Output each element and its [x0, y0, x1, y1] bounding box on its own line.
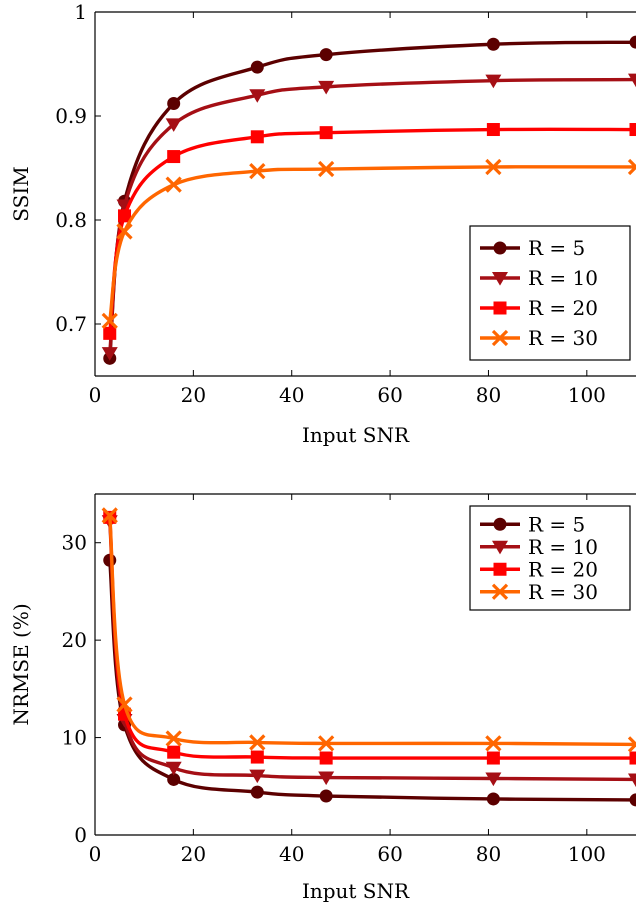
legend-marker — [492, 272, 508, 286]
data-point — [628, 773, 636, 788]
data-point — [249, 89, 266, 103]
data-point — [249, 769, 266, 784]
x-tick-label: 40 — [279, 842, 304, 866]
x-axis-title: Input SNR — [302, 423, 410, 447]
legend-label: R = 20 — [528, 296, 598, 320]
data-point — [249, 162, 266, 180]
x-tick-label: 100 — [568, 383, 606, 407]
y-tick-label: 0 — [74, 823, 87, 847]
data-point — [101, 507, 118, 524]
legend: R = 5 R = 10 R = 20 R = 30 — [469, 225, 631, 361]
legend-label: R = 30 — [528, 580, 598, 604]
x-tick-label: 0 — [89, 842, 102, 866]
data-point — [485, 735, 502, 752]
data-point — [318, 160, 335, 178]
x-tick-label: 80 — [476, 383, 501, 407]
data-point — [167, 745, 181, 759]
data-point — [167, 150, 181, 164]
data-point — [486, 123, 500, 137]
legend-marker — [493, 241, 507, 255]
data-point — [629, 751, 636, 765]
data-point — [165, 118, 182, 132]
data-point — [103, 326, 117, 340]
x-tick-label: 60 — [377, 842, 402, 866]
y-tick-label: 30 — [62, 531, 87, 555]
x-tick-label: 60 — [377, 383, 402, 407]
data-point — [249, 734, 266, 751]
legend-label: R = 30 — [528, 326, 598, 350]
data-point — [167, 97, 181, 111]
data-point — [165, 176, 182, 193]
data-point — [250, 785, 264, 799]
data-point — [485, 772, 502, 787]
legend-marker — [493, 562, 507, 576]
legend-marker — [493, 301, 507, 315]
data-point — [250, 750, 264, 764]
data-point — [486, 792, 500, 806]
legend-label: R = 5 — [528, 236, 585, 260]
data-point — [318, 80, 335, 95]
legend-marker — [491, 329, 509, 347]
x-tick-label: 100 — [568, 842, 606, 866]
data-point — [486, 751, 500, 765]
x-tick-label: 80 — [476, 842, 501, 866]
legend-marker — [492, 540, 508, 555]
chart-2: 0 20 40 60 80 100 0 10 20 30 Input SNR NRMSE (%) R =… — [9, 493, 636, 903]
legend: R = 5R = 10R = 20R = 30 — [469, 505, 631, 611]
y-tick-label: 20 — [62, 628, 87, 652]
data-point — [319, 48, 333, 62]
y-axis-title: SSIM — [9, 166, 33, 221]
y-axis-title: NRMSE (%) — [9, 603, 33, 725]
legend-label: R = 10 — [528, 266, 598, 290]
plot-area — [101, 507, 636, 807]
x-tick-label: 40 — [279, 383, 304, 407]
data-point — [250, 130, 264, 144]
data-point — [627, 736, 636, 753]
data-point — [118, 209, 132, 223]
y-tick-label: 10 — [62, 726, 87, 750]
y-tick-label: 0.8 — [55, 208, 87, 232]
data-point — [165, 730, 182, 747]
x-tick-label: 20 — [181, 383, 206, 407]
data-point — [485, 74, 502, 89]
data-point — [165, 761, 182, 776]
data-point — [250, 60, 264, 74]
data-point — [318, 735, 335, 752]
data-point — [485, 158, 502, 176]
data-point — [116, 223, 133, 240]
legend-label: R = 5 — [528, 512, 585, 536]
data-point — [319, 126, 333, 140]
data-point — [486, 37, 500, 51]
data-point — [627, 158, 636, 176]
data-point — [628, 73, 636, 88]
data-point — [629, 35, 636, 49]
data-point — [116, 696, 133, 713]
x-tick-label: 0 — [89, 383, 102, 407]
data-point — [167, 772, 181, 786]
legend-marker — [491, 583, 509, 600]
chart-1: 0 20 40 60 80 100 0.7 0.8 0.9 1 Input SNR SSIM R = 5… — [9, 0, 636, 447]
data-point — [629, 793, 636, 807]
x-tick-label: 20 — [181, 842, 206, 866]
legend-label: R = 10 — [528, 535, 598, 559]
data-point — [101, 347, 118, 361]
legend-marker — [493, 517, 507, 531]
x-axis-title: Input SNR — [302, 879, 410, 903]
data-point — [629, 123, 636, 137]
data-point — [101, 312, 118, 330]
legend-label: R = 20 — [528, 557, 598, 581]
data-point — [319, 789, 333, 803]
data-point — [318, 771, 335, 786]
y-tick-label: 0.9 — [55, 104, 87, 128]
y-tick-label: 0.7 — [55, 312, 87, 336]
y-tick-label: 1 — [74, 0, 87, 24]
plot-area — [101, 35, 636, 365]
data-point — [319, 751, 333, 765]
